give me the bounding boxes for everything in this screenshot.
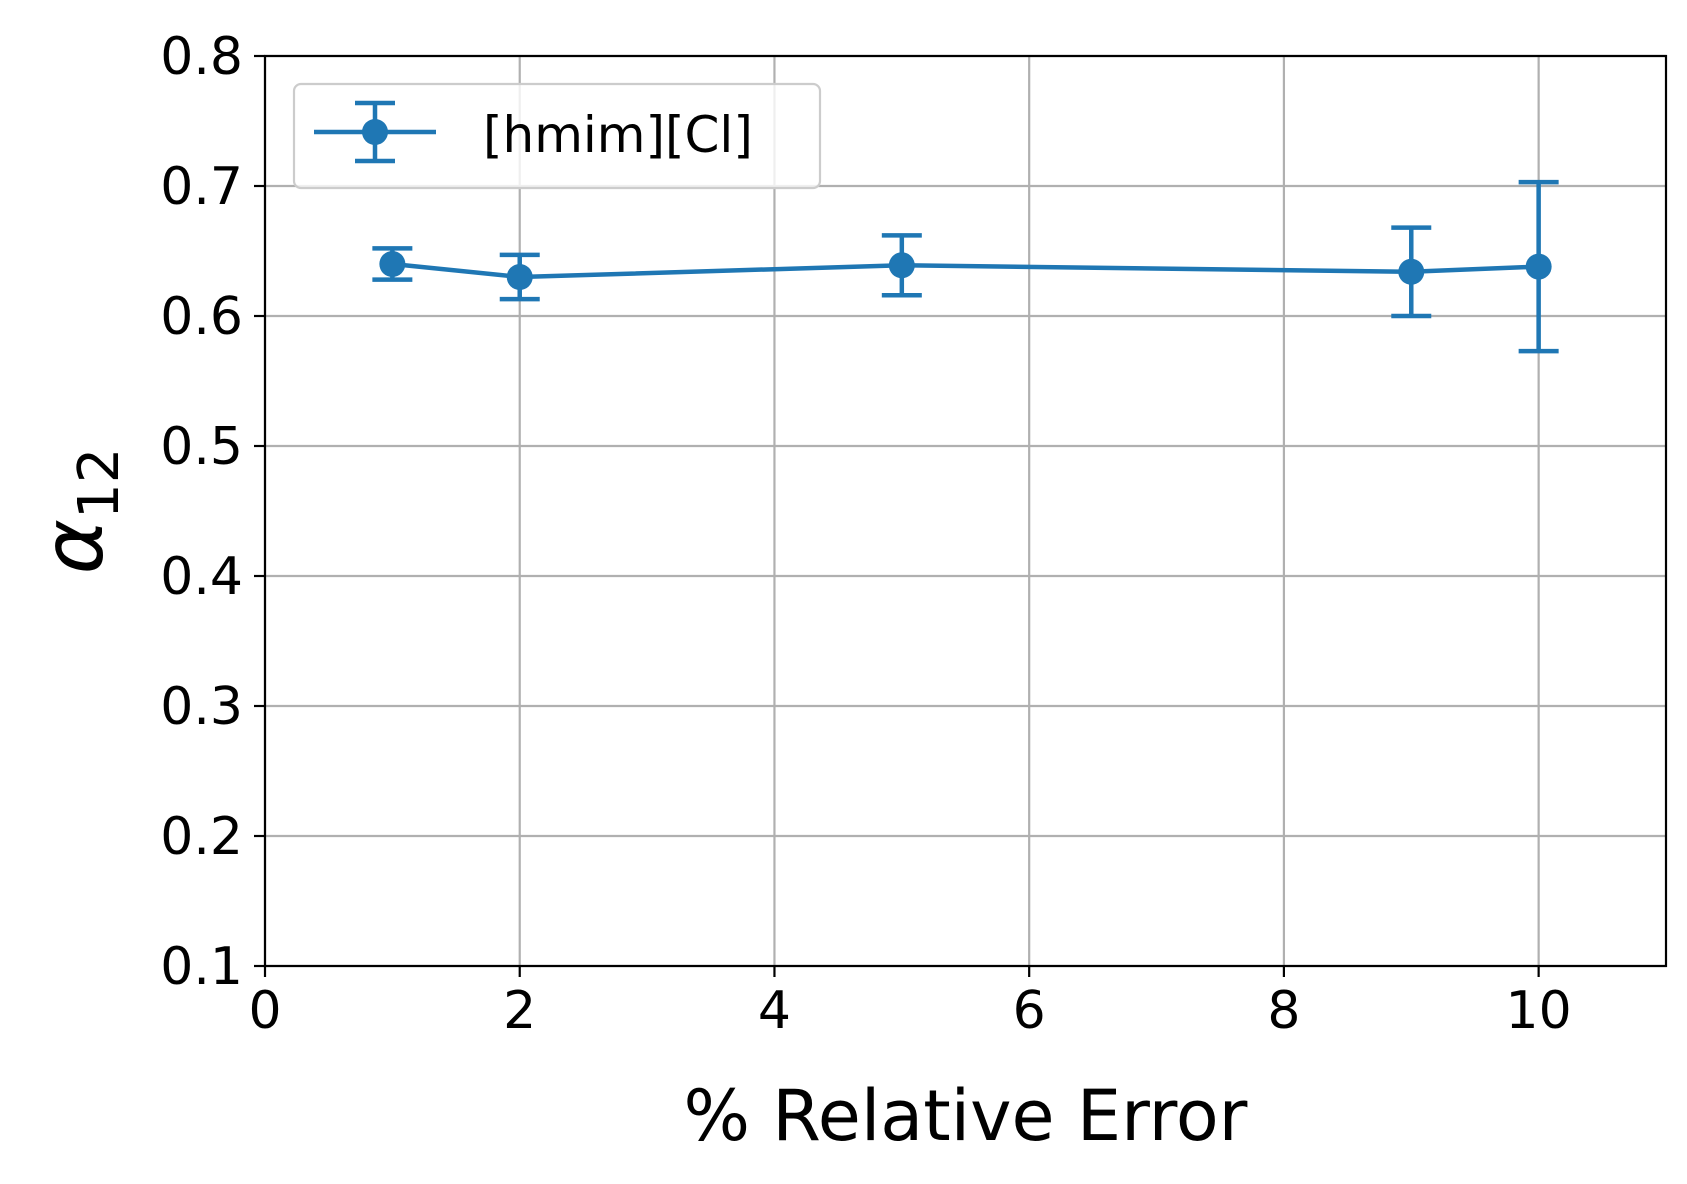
y-tick-label: 0.4 [160, 547, 243, 607]
data-point [506, 264, 533, 290]
y-axis-label-symbol: α [24, 519, 122, 574]
y-tick-label: 0.6 [160, 287, 243, 347]
plot-frame [263, 54, 1668, 968]
data-point [1398, 258, 1425, 285]
y-tick-label: 0.3 [160, 677, 243, 737]
legend-point [362, 119, 388, 145]
x-axis-label: % Relative Error [684, 1075, 1248, 1157]
y-tick-label: 0.5 [160, 417, 243, 477]
y-tick-label: 0.8 [160, 27, 243, 87]
x-tick-label: 4 [758, 981, 791, 1041]
data-point [888, 252, 915, 279]
axis-ticks: 0 2 4 6 8 10 0.1 0.2 0.3 0.4 0.5 0.6 0.7 0.8 [160, 27, 1571, 1041]
legend-marker [314, 100, 436, 164]
x-tick-label: 8 [1267, 981, 1300, 1041]
data-point [379, 251, 406, 277]
y-tick-label: 0.7 [160, 157, 243, 217]
svg-text:α12: α12 [24, 448, 132, 575]
y-tick-label: 0.2 [160, 807, 243, 867]
y-axis-label: α12 [24, 448, 132, 575]
data-series [372, 179, 1559, 354]
series-hmim-cl [372, 179, 1559, 354]
data-point [1525, 253, 1552, 280]
y-axis-label-subscript: 12 [67, 448, 132, 519]
legend-label-hmim-cl: [hmim][Cl] [483, 106, 753, 164]
x-tick-label: 10 [1506, 981, 1572, 1041]
x-tick-label: 0 [248, 981, 281, 1041]
legend: [hmim][Cl] [292, 82, 822, 190]
x-tick-label: 6 [1013, 981, 1046, 1041]
x-tick-label: 2 [503, 981, 536, 1041]
legend-box [292, 82, 822, 190]
y-tick-label: 0.1 [160, 937, 243, 997]
